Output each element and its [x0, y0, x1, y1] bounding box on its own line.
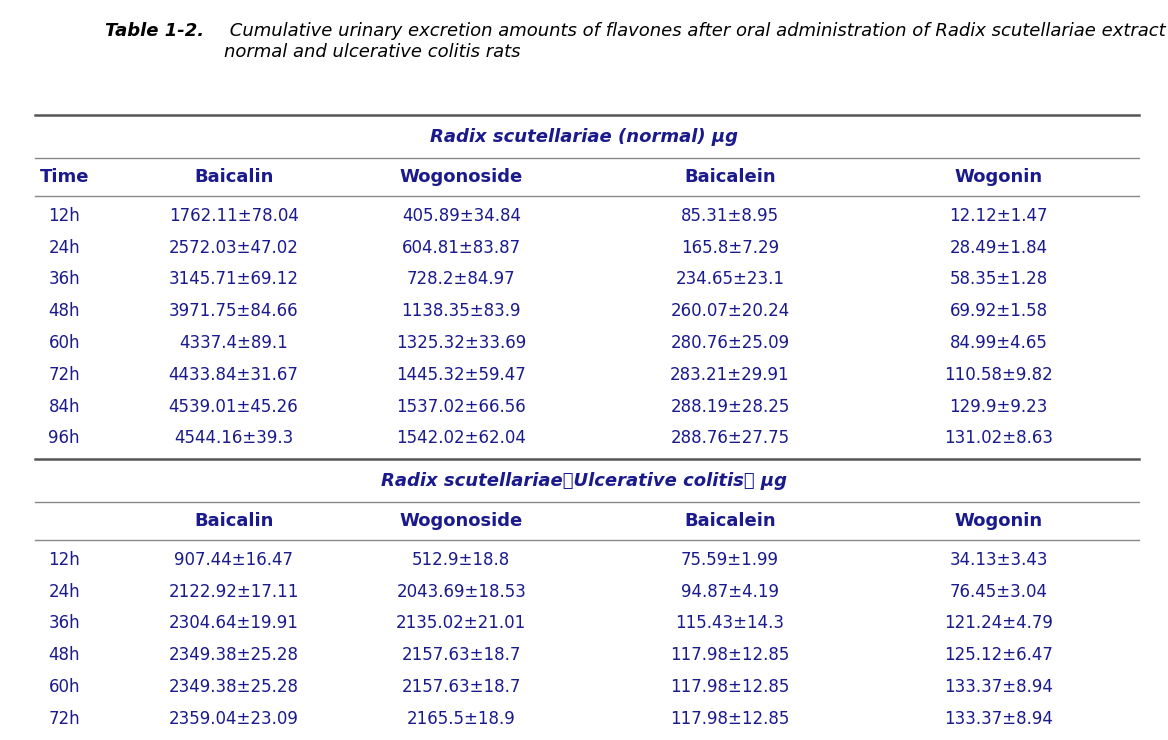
Text: 2349.38±25.28: 2349.38±25.28 [168, 678, 299, 696]
Text: 69.92±1.58: 69.92±1.58 [950, 302, 1048, 320]
Text: 85.31±8.95: 85.31±8.95 [681, 206, 779, 225]
Text: 4539.01±45.26: 4539.01±45.26 [168, 397, 299, 416]
Text: 24h: 24h [48, 582, 81, 601]
Text: 260.07±20.24: 260.07±20.24 [670, 302, 790, 320]
Text: Baicalin: Baicalin [194, 168, 273, 186]
Text: 12h: 12h [48, 206, 81, 225]
Text: Radix scutellariae (normal) μg: Radix scutellariae (normal) μg [430, 128, 738, 146]
Text: 1325.32±33.69: 1325.32±33.69 [396, 334, 527, 352]
Text: Wogonin: Wogonin [954, 512, 1043, 530]
Text: 3145.71±69.12: 3145.71±69.12 [168, 270, 299, 289]
Text: 28.49±1.84: 28.49±1.84 [950, 238, 1048, 257]
Text: 117.98±12.85: 117.98±12.85 [670, 646, 790, 665]
Text: 36h: 36h [48, 614, 81, 633]
Text: 84h: 84h [49, 397, 79, 416]
Text: 512.9±18.8: 512.9±18.8 [412, 551, 510, 569]
Text: 1762.11±78.04: 1762.11±78.04 [168, 206, 299, 225]
Text: 1445.32±59.47: 1445.32±59.47 [396, 366, 527, 384]
Text: 4544.16±39.3: 4544.16±39.3 [174, 429, 293, 448]
Text: Wogonin: Wogonin [954, 168, 1043, 186]
Text: 76.45±3.04: 76.45±3.04 [950, 582, 1048, 601]
Text: 2349.38±25.28: 2349.38±25.28 [168, 646, 299, 665]
Text: 165.8±7.29: 165.8±7.29 [681, 238, 779, 257]
Text: 2304.64±19.91: 2304.64±19.91 [168, 614, 299, 633]
Text: 48h: 48h [49, 302, 79, 320]
Text: 405.89±34.84: 405.89±34.84 [402, 206, 521, 225]
Text: Baicalein: Baicalein [684, 168, 776, 186]
Text: 115.43±14.3: 115.43±14.3 [675, 614, 785, 633]
Text: 48h: 48h [49, 646, 79, 665]
Text: 129.9±9.23: 129.9±9.23 [950, 397, 1048, 416]
Text: 2157.63±18.7: 2157.63±18.7 [402, 678, 521, 696]
Text: 283.21±29.91: 283.21±29.91 [670, 366, 790, 384]
Text: 133.37±8.94: 133.37±8.94 [944, 710, 1054, 728]
Text: 280.76±25.09: 280.76±25.09 [670, 334, 790, 352]
Text: 1542.02±62.04: 1542.02±62.04 [396, 429, 527, 448]
Text: 3971.75±84.66: 3971.75±84.66 [169, 302, 298, 320]
Text: Baicalein: Baicalein [684, 512, 776, 530]
Text: 1138.35±83.9: 1138.35±83.9 [402, 302, 521, 320]
Text: 2572.03±47.02: 2572.03±47.02 [168, 238, 299, 257]
Text: 72h: 72h [48, 366, 81, 384]
Text: Time: Time [40, 168, 89, 186]
Text: 2122.92±17.11: 2122.92±17.11 [168, 582, 299, 601]
Text: 2043.69±18.53: 2043.69±18.53 [396, 582, 527, 601]
Text: 234.65±23.1: 234.65±23.1 [675, 270, 785, 289]
Text: 12.12±1.47: 12.12±1.47 [950, 206, 1048, 225]
Text: Wogonoside: Wogonoside [399, 168, 523, 186]
Text: 2157.63±18.7: 2157.63±18.7 [402, 646, 521, 665]
Text: 121.24±4.79: 121.24±4.79 [944, 614, 1054, 633]
Text: 131.02±8.63: 131.02±8.63 [944, 429, 1054, 448]
Text: 24h: 24h [48, 238, 81, 257]
Text: 604.81±83.87: 604.81±83.87 [402, 238, 521, 257]
Text: Baicalin: Baicalin [194, 512, 273, 530]
Text: 2359.04±23.09: 2359.04±23.09 [168, 710, 299, 728]
Text: 75.59±1.99: 75.59±1.99 [681, 551, 779, 569]
Text: 84.99±4.65: 84.99±4.65 [950, 334, 1048, 352]
Text: 4433.84±31.67: 4433.84±31.67 [168, 366, 299, 384]
Text: 728.2±84.97: 728.2±84.97 [406, 270, 516, 289]
Text: 133.37±8.94: 133.37±8.94 [944, 678, 1054, 696]
Text: 2165.5±18.9: 2165.5±18.9 [406, 710, 516, 728]
Text: 96h: 96h [49, 429, 79, 448]
Text: 4337.4±89.1: 4337.4±89.1 [179, 334, 288, 352]
Text: 117.98±12.85: 117.98±12.85 [670, 710, 790, 728]
Text: 60h: 60h [49, 334, 79, 352]
Text: 907.44±16.47: 907.44±16.47 [174, 551, 293, 569]
Text: 117.98±12.85: 117.98±12.85 [670, 678, 790, 696]
Text: 34.13±3.43: 34.13±3.43 [950, 551, 1048, 569]
Text: 2135.02±21.01: 2135.02±21.01 [396, 614, 527, 633]
Text: Wogonoside: Wogonoside [399, 512, 523, 530]
Text: 36h: 36h [48, 270, 81, 289]
Text: Table 1-2.: Table 1-2. [105, 22, 204, 40]
Text: 288.19±28.25: 288.19±28.25 [670, 397, 790, 416]
Text: 94.87±4.19: 94.87±4.19 [681, 582, 779, 601]
Text: 288.76±27.75: 288.76±27.75 [670, 429, 790, 448]
Text: Radix scutellariae（Ulcerative colitis） μg: Radix scutellariae（Ulcerative colitis） μ… [381, 472, 787, 490]
Text: 12h: 12h [48, 551, 81, 569]
Text: Cumulative urinary excretion amounts of flavones after oral administration of Ra: Cumulative urinary excretion amounts of … [224, 22, 1168, 61]
Text: 58.35±1.28: 58.35±1.28 [950, 270, 1048, 289]
Text: 72h: 72h [48, 710, 81, 728]
Text: 60h: 60h [49, 678, 79, 696]
Text: 110.58±9.82: 110.58±9.82 [944, 366, 1054, 384]
Text: 125.12±6.47: 125.12±6.47 [944, 646, 1054, 665]
Text: 1537.02±66.56: 1537.02±66.56 [396, 397, 527, 416]
